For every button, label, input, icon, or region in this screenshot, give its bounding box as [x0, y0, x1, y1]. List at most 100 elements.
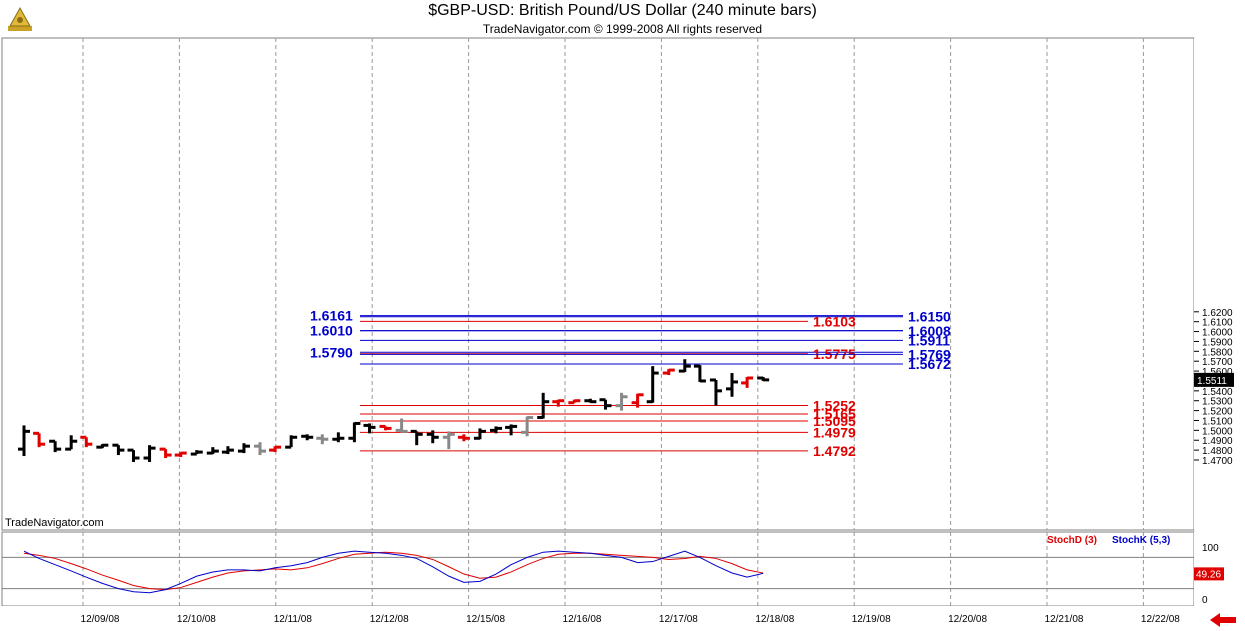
level-label: 1.5252 — [813, 397, 856, 413]
price-tick-label: 1.5800 — [1202, 347, 1233, 358]
ohlc-bar — [190, 450, 203, 456]
ohlc-bar — [599, 398, 612, 410]
ohlc-bar — [65, 435, 78, 451]
ohlc-bar — [127, 448, 140, 462]
date-axis: 12/09/08 12/10/08 12/11/08 12/12/08 12/15/08… — [0, 606, 1245, 631]
ohlc-bar — [301, 434, 314, 441]
stochastic-panel: StochD (3) StochK (5,3) 100 0 49.26 — [2, 532, 1245, 606]
ohlc-bar — [363, 423, 376, 434]
price-axis: 1.47001.48001.49001.50001.51001.52001.53… — [1194, 38, 1245, 530]
ohlc-bar — [521, 416, 534, 437]
ohlc-bar — [410, 429, 423, 446]
ohlc-bar — [678, 359, 691, 373]
level-label: 1.4979 — [813, 424, 856, 440]
ohlc-bar — [568, 399, 581, 405]
level-label: 1.5775 — [813, 346, 856, 362]
price-tick-label: 1.5700 — [1202, 357, 1233, 368]
grid-layer — [1, 37, 1195, 607]
ohlc-bar — [285, 435, 298, 449]
date-tick-label: 12/16/08 — [563, 614, 602, 625]
ohlc-bar — [615, 392, 628, 411]
ohlc-bar — [159, 447, 172, 459]
ohlc-bar — [332, 432, 345, 443]
price-tick-label: 1.4800 — [1202, 446, 1233, 457]
ohlc-bar — [457, 434, 470, 442]
price-tick-label: 1.5900 — [1202, 337, 1233, 348]
last-price-box — [1194, 372, 1234, 387]
ship-wheel-icon[interactable] — [6, 4, 34, 34]
ohlc-bar — [49, 439, 62, 453]
price-plot-frame — [1, 37, 1195, 531]
stoch-series-line — [23, 550, 764, 594]
date-tick-label: 12/10/08 — [177, 614, 216, 625]
last-price-label: 1.5511 — [1197, 376, 1227, 387]
ohlc-bar — [726, 373, 738, 397]
ohlc-bar — [473, 428, 486, 440]
date-tick-label: 12/12/08 — [370, 614, 409, 625]
level-label: 1.6008 — [908, 323, 951, 339]
price-tick-label: 1.5200 — [1202, 407, 1233, 418]
ohlc-bar — [80, 435, 93, 448]
date-tick-label: 12/09/08 — [81, 614, 120, 625]
ohlc-bar — [442, 431, 455, 450]
ohlc-bar — [96, 443, 109, 449]
ohlc-bar — [348, 421, 361, 443]
ohlc-bar — [174, 451, 187, 458]
ohlc-bar — [490, 426, 502, 434]
price-tick-label: 1.6000 — [1202, 328, 1233, 339]
ohlc-bar — [584, 398, 597, 404]
ohlc-bar — [757, 376, 770, 382]
price-tick-label: 1.5100 — [1202, 416, 1233, 427]
stoch-plot-frame — [1, 531, 1195, 607]
date-tick-label: 12/22/08 — [1141, 614, 1180, 625]
date-tick-label: 12/21/08 — [1045, 614, 1084, 625]
date-axis-bg — [0, 606, 1245, 631]
stoch-last-label: 49.26 — [1196, 569, 1221, 580]
ohlc-bar — [693, 364, 706, 383]
level-label: 1.5095 — [813, 413, 856, 429]
stoch-legend-k: StochK (5,3) — [1112, 535, 1170, 546]
price-axis-bg — [1194, 38, 1245, 530]
level-label: 1.5165 — [813, 406, 856, 422]
ohlc-bars — [18, 359, 770, 462]
ohlc-bar — [221, 446, 234, 455]
date-tick-label: 12/20/08 — [948, 614, 987, 625]
level-label: 1.5769 — [908, 346, 951, 362]
ohlc-bar — [237, 443, 250, 454]
ohlc-bar — [537, 392, 550, 420]
level-label: 1.4792 — [813, 443, 856, 459]
date-tick-label: 12/17/08 — [659, 614, 698, 625]
price-tick-label: 1.4900 — [1202, 436, 1233, 447]
watermark: TradeNavigator.com — [5, 517, 104, 529]
price-tick-label: 1.5300 — [1202, 397, 1233, 408]
price-tick-label: 1.4700 — [1202, 456, 1233, 467]
ohlc-bar — [143, 445, 156, 462]
ohlc-bar — [206, 447, 219, 455]
price-tick-label: 1.6100 — [1202, 318, 1233, 329]
chart-subtitle: TradeNavigator.com © 1999-2008 All right… — [482, 22, 763, 36]
chart-title: $GBP-USD: British Pound/US Dollar (240 m… — [428, 2, 817, 19]
ohlc-bar — [662, 368, 675, 376]
date-tick-label: 12/11/08 — [274, 614, 313, 625]
level-label: 1.5911 — [908, 332, 950, 348]
stoch-tick-label: 0 — [1202, 595, 1208, 606]
price-tick-label: 1.5400 — [1202, 387, 1233, 398]
stoch-series-line — [23, 551, 764, 591]
price-tick-label: 1.5000 — [1202, 426, 1233, 437]
ohlc-bar — [741, 376, 754, 388]
ohlc-bar — [269, 445, 282, 453]
ohlc-bar — [379, 424, 392, 431]
ohlc-bar — [646, 366, 659, 404]
ohlc-bar — [18, 425, 30, 457]
level-label: 1.6010 — [310, 323, 353, 339]
stoch-tick-label: 100 — [1202, 543, 1219, 554]
left-arrow-icon[interactable] — [1208, 612, 1238, 628]
date-tick-label: 12/19/08 — [852, 614, 891, 625]
price-tick-label: 1.6200 — [1202, 308, 1233, 319]
level-label: 1.6150 — [908, 309, 951, 325]
stoch-legend-d: StochD (3) — [1047, 535, 1097, 546]
date-tick-label: 12/15/08 — [466, 614, 505, 625]
ohlc-bar — [505, 424, 518, 436]
